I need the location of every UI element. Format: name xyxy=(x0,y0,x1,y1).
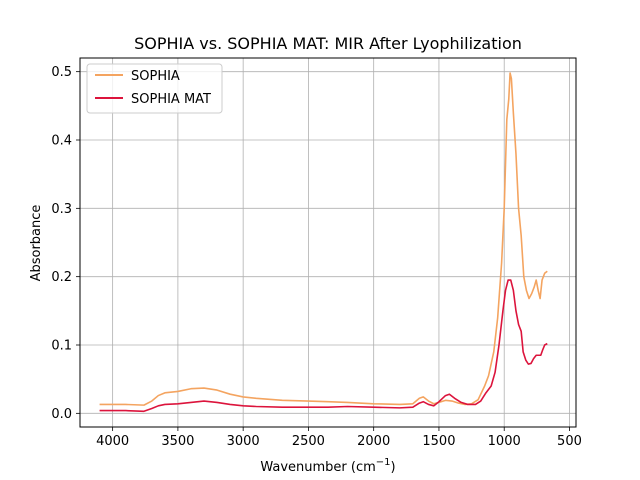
series-line-sophia-mat xyxy=(99,279,548,413)
legend-label-sophia: SOPHIA xyxy=(131,69,180,84)
gridlines xyxy=(80,58,576,427)
y-tick-label: 0.4 xyxy=(51,134,72,149)
x-axis-title-close: ) xyxy=(391,460,396,475)
x-tick-label: 2500 xyxy=(292,434,325,449)
chart-title: SOPHIA vs. SOPHIA MAT: MIR After Lyophil… xyxy=(134,34,522,53)
x-axis-title-main: Wavenumber (cm xyxy=(260,460,375,475)
y-tick-label: 0.3 xyxy=(51,202,72,217)
x-tick-label: 3500 xyxy=(161,434,194,449)
y-tick-label: 0.2 xyxy=(51,270,72,285)
legend: SOPHIA SOPHIA MAT xyxy=(86,63,223,114)
series-lines xyxy=(99,72,548,413)
y-tick-label: 0.0 xyxy=(51,407,72,422)
x-axis-ticks: 4000 3500 3000 2500 2000 1500 1000 500 xyxy=(96,427,582,449)
legend-box xyxy=(86,63,223,114)
plot-frame xyxy=(79,57,577,428)
legend-label-sophia-mat: SOPHIA MAT xyxy=(131,92,211,107)
y-axis-title: Absorbance xyxy=(29,205,44,282)
x-tick-label: 1000 xyxy=(488,434,521,449)
y-axis-ticks: 0.0 0.1 0.2 0.3 0.4 0.5 xyxy=(51,65,80,422)
x-tick-label: 2000 xyxy=(357,434,390,449)
x-tick-label: 4000 xyxy=(96,434,129,449)
x-tick-label: 1500 xyxy=(422,434,455,449)
y-tick-label: 0.5 xyxy=(51,65,72,80)
y-tick-label: 0.1 xyxy=(51,339,72,354)
x-tick-label: 3000 xyxy=(227,434,260,449)
x-axis-title-unit-exponent: −1 xyxy=(376,457,391,468)
series-line-sophia xyxy=(99,72,548,406)
x-tick-label: 500 xyxy=(557,434,582,449)
x-axis-title: Wavenumber (cm−1) xyxy=(260,457,395,475)
